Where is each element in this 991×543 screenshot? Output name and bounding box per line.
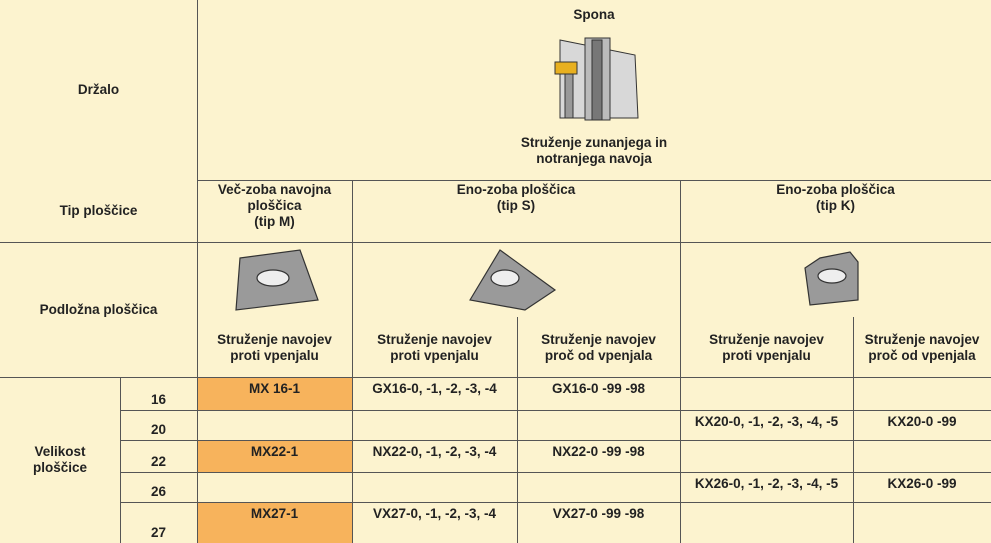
code-cell-line: KX20-0, -1, -2, -3, -4, -5 [694, 414, 839, 429]
rule [853, 317, 854, 543]
code-cell: MX 16-1 [197, 379, 352, 398]
operation-label-line: Struženje navojev [709, 332, 824, 347]
type-name-line: (tip M) [254, 214, 295, 229]
type-name-line: (tip K) [816, 198, 855, 213]
size-value: 16 [120, 385, 197, 410]
operation-line: Struženje zunanjega in [520, 135, 668, 150]
size-value: 27 [120, 510, 197, 543]
size-value-line: 26 [150, 484, 167, 499]
insert-k [804, 251, 859, 306]
shim-label-line: Podložna ploščica [39, 301, 158, 317]
type-name: Več-zoba navojna ploščica (tip M) [197, 182, 352, 234]
operation-label: Struženje navojev proč od vpenjala [517, 322, 680, 374]
insert-s [469, 249, 557, 311]
highlight [198, 378, 352, 410]
code-cell: MX22-1 [197, 442, 352, 460]
type-name-line: Eno-zoba ploščica [776, 182, 895, 197]
code-cell-line: MX 16-1 [248, 381, 301, 396]
operation-label-line: proč od vpenjala [868, 348, 976, 363]
rule [680, 180, 681, 543]
highlight [198, 503, 352, 543]
operation-label-line: proč od vpenjala [544, 348, 653, 363]
operation-label-line: proti vpenjalu [722, 348, 811, 363]
rule [120, 410, 991, 411]
tool-name-line: Spona [573, 7, 615, 22]
code-cell-line: NX22-0 -99 -98 [552, 444, 645, 459]
rule [120, 502, 991, 503]
code-cell: VX27-0 -99 -98 [517, 504, 680, 531]
operation-label-line: Struženje navojev [541, 332, 656, 347]
code-cell-line: NX22-0, -1, -2, -3, -4 [372, 444, 497, 459]
code-cell-line: VX27-0 -99 -98 [552, 506, 645, 521]
operation-label-line: Struženje navojev [377, 332, 492, 347]
type-name-line: Eno-zoba ploščica [456, 182, 576, 197]
size-value: 26 [120, 480, 197, 502]
code-cell: NX22-0 -99 -98 [517, 442, 680, 460]
rule [0, 377, 991, 378]
operation-label-line: Struženje navojev [217, 332, 332, 347]
size-label: Velikost ploščice [0, 377, 120, 543]
size-value-line: 16 [150, 392, 167, 407]
rule [120, 377, 121, 543]
code-cell: KX20-0, -1, -2, -3, -4, -5 [680, 412, 853, 429]
code-cell-line: GX16-0, -1, -2, -3, -4 [372, 381, 497, 396]
type-name: Eno-zoba ploščica (tip K) [680, 182, 991, 234]
rule [517, 317, 518, 543]
code-cell-line: MX27-1 [250, 506, 299, 521]
operation-label-line: Struženje navojev [864, 332, 980, 347]
size-value-line: 22 [150, 454, 167, 469]
rule [120, 472, 991, 473]
size-value-line: 20 [150, 422, 167, 437]
operation-label: Struženje navojev proti vpenjalu [352, 322, 517, 374]
operation: Struženje zunanjega in notranjega navoja [197, 130, 991, 172]
type-label: Tip ploščice [0, 180, 197, 242]
insert-m [235, 249, 319, 311]
code-cell-line: VX27-0, -1, -2, -3, -4 [372, 506, 497, 521]
code-cell: NX22-0, -1, -2, -3, -4 [352, 442, 517, 460]
type-name-line: (tip S) [496, 198, 536, 213]
rule [197, 180, 991, 181]
code-cell: GX16-0 -99 -98 [517, 379, 680, 398]
size-label-line: Velikost [34, 444, 86, 459]
type-name-line: ploščica [247, 198, 302, 213]
tool-name: Spona [197, 4, 991, 26]
shim-label: Podložna ploščica [0, 242, 197, 377]
holder-label-line: Držalo [77, 82, 120, 97]
code-cell: GX16-0, -1, -2, -3, -4 [352, 379, 517, 398]
code-cell-line: KX26-0, -1, -2, -3, -4, -5 [694, 476, 839, 491]
operation-label: Struženje navojev proti vpenjalu [680, 322, 853, 374]
size-label-line: ploščice [32, 460, 88, 475]
code-cell: VX27-0, -1, -2, -3, -4 [352, 504, 517, 531]
type-label-line: Tip ploščice [59, 203, 138, 218]
rule [120, 440, 991, 441]
operation-label-line: proti vpenjalu [390, 348, 479, 363]
size-value-line: 27 [150, 525, 167, 540]
code-cell-line: MX22-1 [250, 444, 299, 459]
code-cell: KX20-0 -99 [853, 412, 991, 429]
holder-label: Držalo [0, 0, 197, 180]
type-name: Eno-zoba ploščica (tip S) [352, 182, 680, 234]
code-cell: MX27-1 [197, 504, 352, 531]
size-value: 20 [120, 418, 197, 440]
operation-line: notranjega navoja [536, 151, 652, 166]
rule [352, 180, 353, 543]
code-cell-line: GX16-0 -99 -98 [551, 381, 646, 396]
size-value: 22 [120, 448, 197, 472]
operation-label-line: proti vpenjalu [230, 348, 319, 363]
rule [197, 0, 198, 543]
highlight [198, 441, 352, 472]
code-cell: KX26-0 -99 [853, 474, 991, 491]
rule [0, 242, 991, 243]
operation-label: Struženje navojev proč od vpenjala [853, 322, 991, 374]
tool-drawing [554, 37, 639, 121]
type-name-line: Več-zoba navojna [217, 182, 332, 197]
operation-label: Struženje navojev proti vpenjalu [197, 322, 352, 374]
code-cell-line: KX26-0 -99 [887, 476, 957, 491]
code-cell: KX26-0, -1, -2, -3, -4, -5 [680, 474, 853, 491]
code-cell-line: KX20-0 -99 [887, 414, 957, 429]
